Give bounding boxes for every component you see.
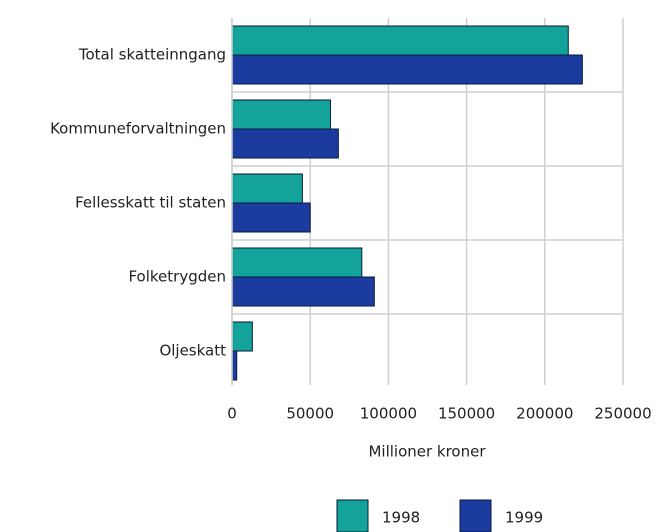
x-tick-label: 200000 [516, 405, 573, 423]
bar [231, 54, 583, 85]
legend-label: 1999 [505, 509, 543, 527]
bar [231, 99, 332, 130]
y-tick-label: Total skatteinngang [78, 46, 226, 64]
y-tick-label: Fellesskatt til staten [75, 194, 226, 212]
x-tick-label: 150000 [438, 405, 495, 423]
x-tick-label: 50000 [286, 405, 334, 423]
y-tick-label: Folketrygden [128, 268, 226, 286]
x-tick-label: 0 [227, 405, 237, 423]
legend-swatch [336, 499, 369, 532]
bar [231, 173, 303, 204]
bar [231, 128, 339, 159]
legend-label: 1998 [382, 509, 420, 527]
x-axis-title: Millioner kroner [368, 443, 486, 461]
bar [231, 202, 311, 233]
bar [231, 247, 363, 278]
y-tick-label: Kommuneforvaltningen [50, 120, 226, 138]
bar [231, 276, 375, 307]
x-tick-label: 250000 [594, 405, 651, 423]
bar [231, 25, 569, 56]
y-tick-label: Oljeskatt [159, 342, 226, 360]
x-tick-label: 100000 [360, 405, 417, 423]
bar [231, 321, 253, 352]
legend-swatch [459, 499, 492, 532]
